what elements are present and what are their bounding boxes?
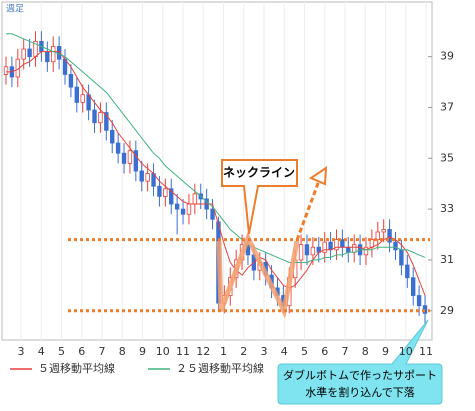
candle-body	[322, 241, 327, 253]
candle-body	[74, 86, 80, 103]
candle-body	[210, 208, 215, 220]
neckline-callout: ネックライン	[221, 159, 298, 235]
candle-body	[169, 188, 174, 205]
candle-body	[180, 208, 186, 215]
x-tick-label: 4	[38, 345, 45, 358]
x-tick-label: 8	[362, 345, 369, 358]
candle-body	[405, 264, 410, 279]
candle-body	[68, 74, 74, 88]
candle-body	[192, 193, 198, 205]
x-tick-label: 3	[261, 345, 268, 358]
x-tick-label: 10	[399, 345, 413, 358]
candle-body	[45, 51, 50, 63]
candle-body	[334, 239, 339, 251]
candle-body	[416, 295, 422, 307]
moving-average-line	[6, 51, 426, 296]
y-tick-label: 35	[440, 151, 454, 164]
candle-body	[375, 231, 380, 241]
candle-body	[163, 188, 168, 197]
annotation: ネックライン	[223, 166, 295, 180]
candle-body	[399, 249, 404, 266]
x-tick-label: 3	[18, 345, 25, 358]
x-tick-label: 7	[342, 345, 349, 358]
legend: ５週移動平均線 ２５週移動平均線	[10, 361, 264, 375]
legend-label: ５週移動平均線	[38, 361, 115, 375]
breakout-arrow	[295, 166, 328, 241]
candle-body	[80, 94, 85, 103]
x-tick-label: 11	[176, 345, 190, 358]
candle-body	[3, 66, 9, 75]
candle-body	[110, 129, 115, 144]
candle-body	[115, 142, 121, 154]
x-tick-label: 6	[78, 345, 85, 358]
candle-body	[98, 112, 103, 124]
x-tick-label: 9	[382, 345, 389, 358]
support-callout: ダブルボトムで作ったサポート 水準を割り込んで下落	[277, 319, 443, 405]
x-tick-label: 5	[58, 345, 65, 358]
w-pattern	[216, 231, 300, 319]
period-label: 週足	[6, 4, 24, 15]
annotation: 水準を割り込んで下落	[305, 385, 414, 399]
grid	[20, 2, 432, 340]
y-tick-label: 31	[440, 253, 454, 266]
candle-body	[21, 48, 26, 60]
x-tick-label: 1	[220, 345, 227, 358]
candle-body	[381, 229, 386, 233]
candle-body	[340, 239, 345, 248]
legend-label: ２５週移動平均線	[176, 361, 264, 375]
candle-body	[363, 246, 369, 256]
candle-body	[351, 244, 357, 253]
candle-body	[92, 109, 97, 124]
x-tick-label: 8	[119, 345, 126, 358]
candle-body	[104, 112, 109, 131]
candle-body	[157, 185, 162, 197]
candle-body	[387, 229, 392, 243]
candle-body	[174, 203, 180, 210]
annotation: ダブルボトムで作ったサポート	[283, 368, 437, 382]
candle-body	[186, 203, 192, 215]
candle-body	[410, 277, 416, 296]
x-tick-label: 5	[301, 345, 308, 358]
candle-body	[133, 150, 139, 172]
candle-body	[393, 241, 398, 251]
x-tick-label: 10	[156, 345, 170, 358]
x-tick-label: 9	[139, 345, 146, 358]
plot	[3, 31, 428, 324]
candle-body	[51, 46, 56, 63]
y-tick-label: 39	[440, 50, 454, 63]
candle-body	[310, 246, 316, 256]
x-tick-label: 6	[321, 345, 328, 358]
x-tick-label: 7	[99, 345, 106, 358]
candle-body	[127, 150, 133, 164]
moving-average-line	[6, 33, 426, 263]
y-tick-label: 29	[440, 304, 454, 317]
candle-body	[298, 244, 304, 261]
candle-body	[121, 152, 127, 164]
x-tick-label: 4	[281, 345, 288, 358]
candle-body	[139, 170, 144, 182]
candle-body	[328, 241, 333, 251]
candle-body	[27, 48, 32, 58]
x-tick-label: 11	[419, 345, 433, 358]
y-tick-label: 37	[440, 100, 454, 113]
y-tick-label: 33	[440, 202, 454, 215]
candle-body	[346, 246, 351, 253]
x-tick-label: 2	[240, 345, 247, 358]
candle-body	[304, 244, 310, 256]
candle-body	[145, 173, 150, 182]
x-tick-label: 12	[196, 345, 210, 358]
